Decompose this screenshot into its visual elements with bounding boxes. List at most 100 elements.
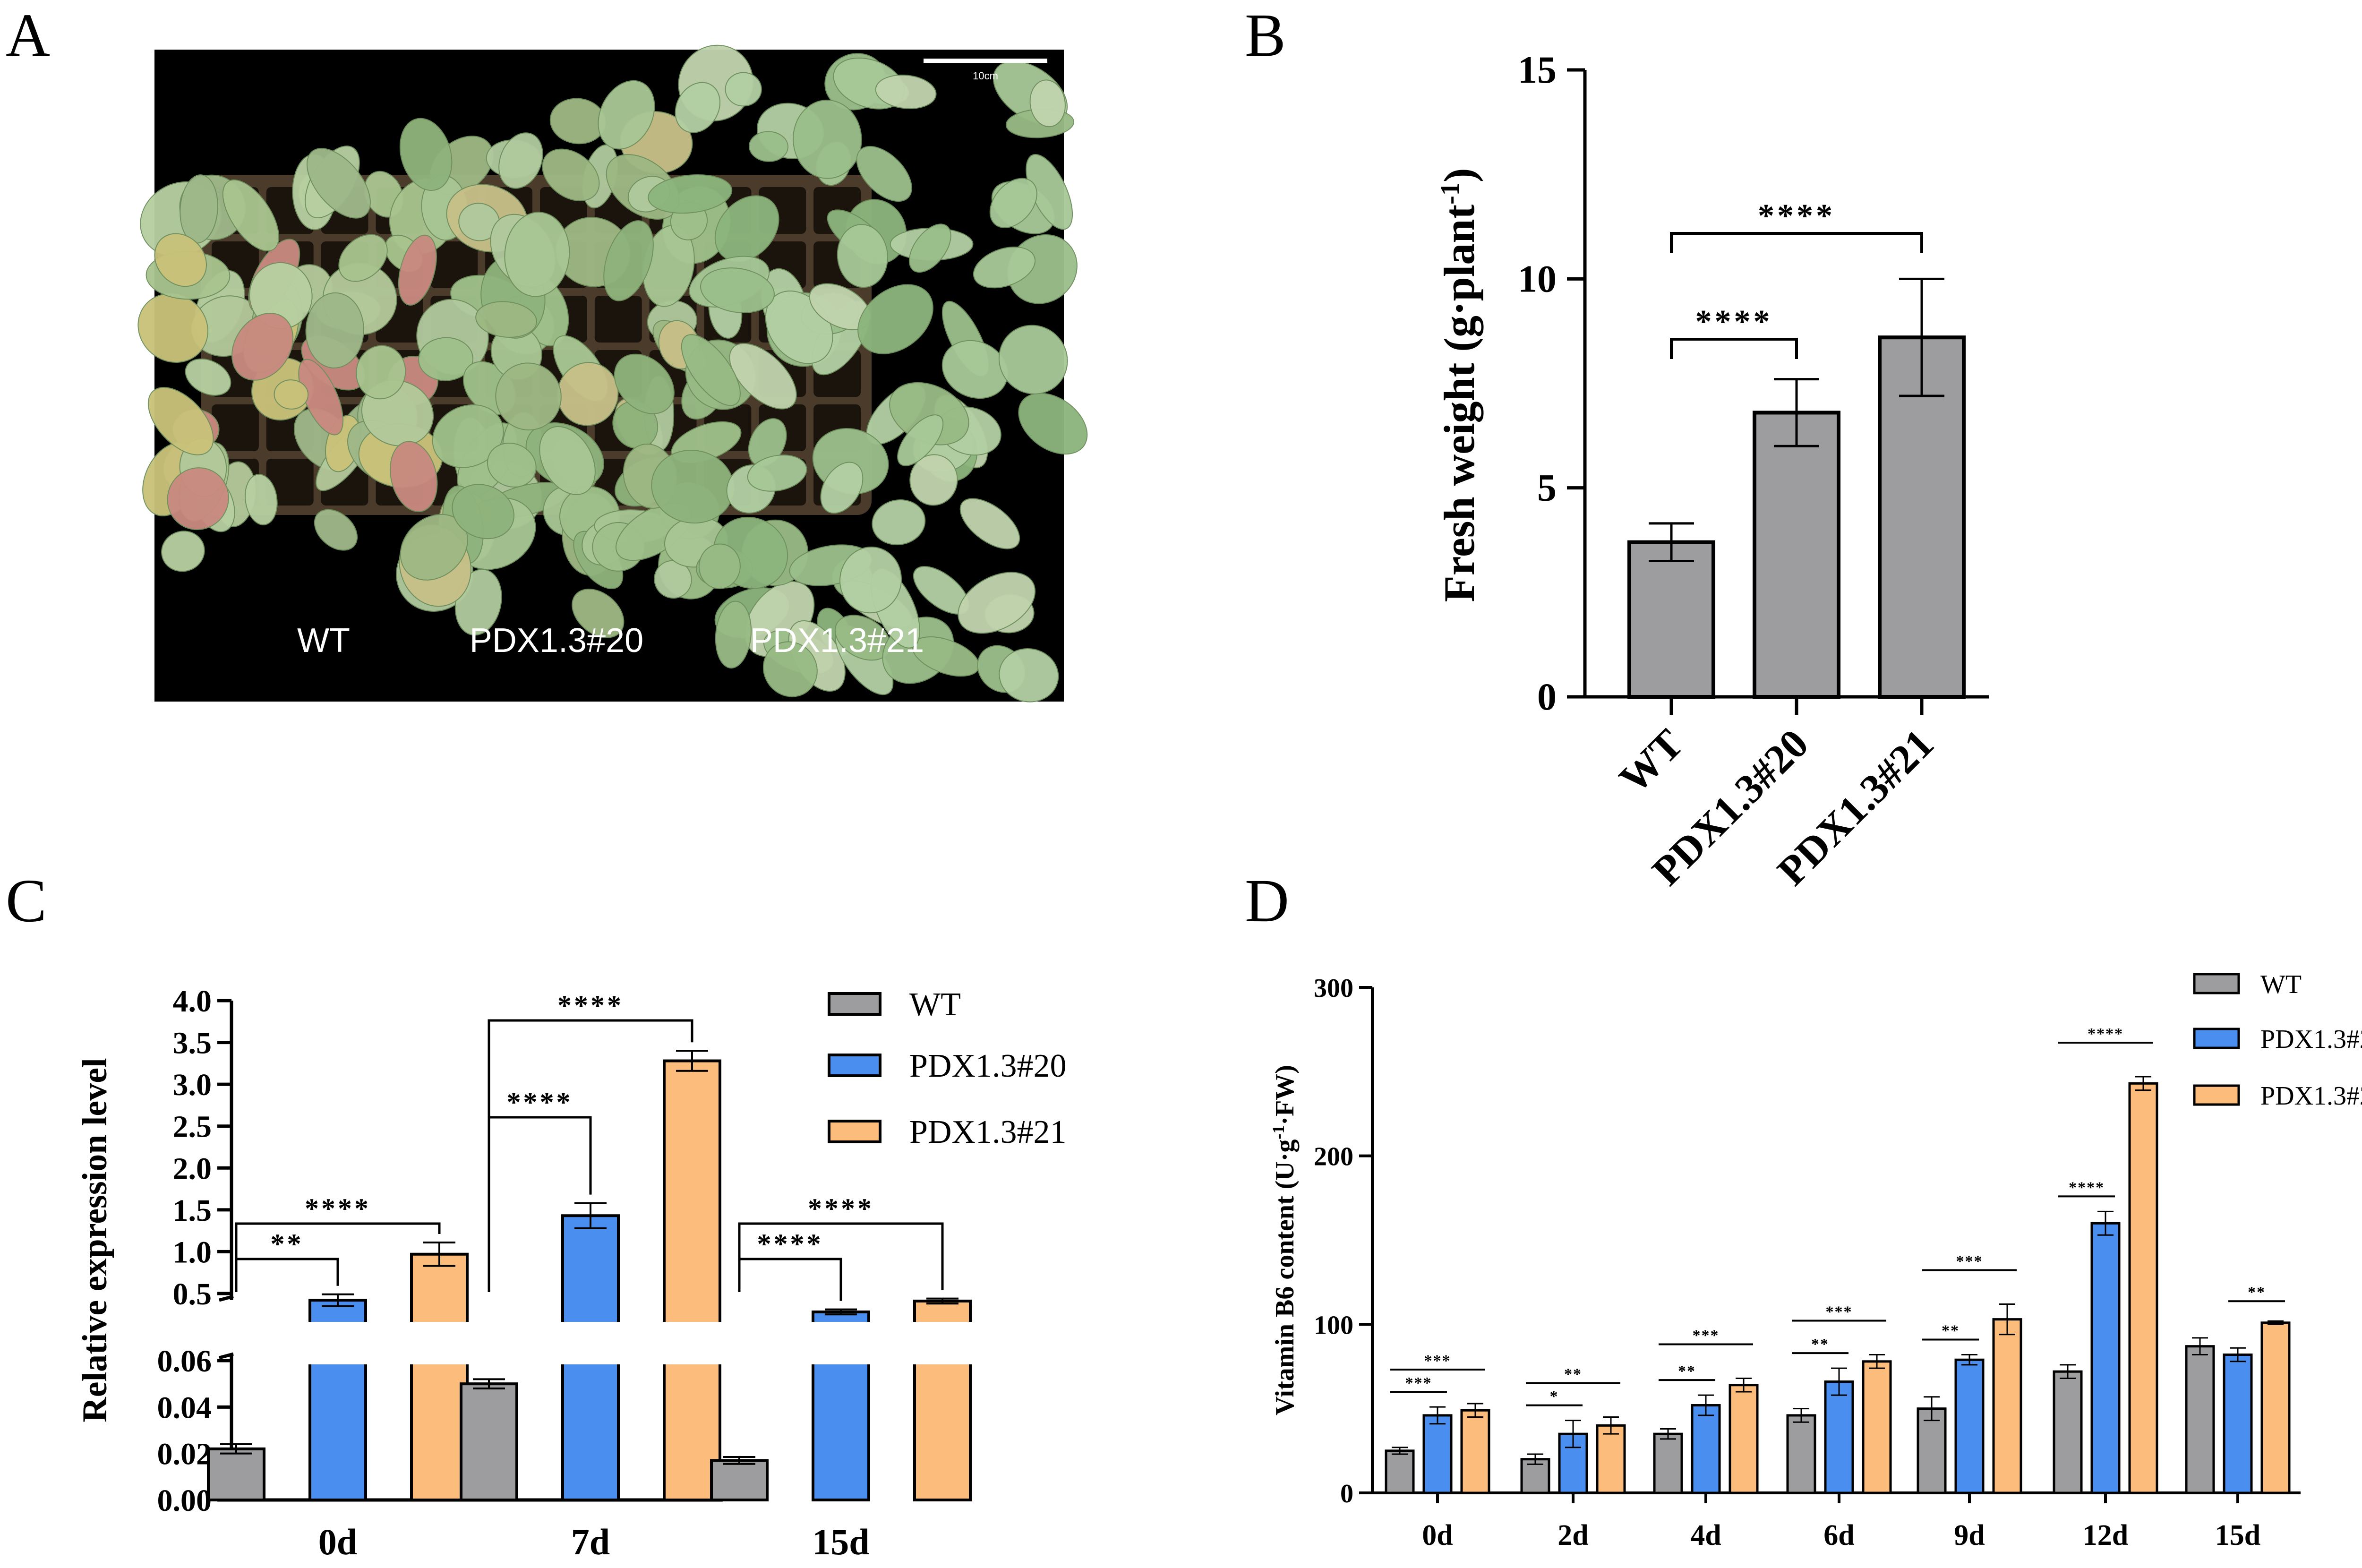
significance-label: ***	[1693, 1327, 1720, 1344]
photo-label-pdx21: PDX1.3#21	[750, 622, 924, 660]
tray-cell	[212, 404, 259, 451]
significance-label: ****	[1758, 198, 1835, 234]
leaf	[298, 359, 344, 436]
axis-break-gap	[810, 1322, 872, 1364]
leaf	[973, 246, 1036, 289]
leaf	[648, 174, 733, 214]
chart-fresh-weight: 051015WTPDX1.3#20PDX1.3#21********Fresh …	[1435, 48, 1989, 894]
y-axis-title-main: Fresh weight (g·plant	[1435, 204, 1483, 602]
significance-label: ****	[757, 1228, 823, 1260]
photo-label-pdx20: PDX1.3#20	[470, 622, 643, 660]
y-tick-label: 0	[1537, 675, 1557, 718]
bar	[1729, 1384, 1759, 1494]
leaf	[398, 234, 437, 306]
axis-break-mark	[219, 1352, 234, 1360]
bar	[1460, 1409, 1490, 1494]
y-tick-label: 0.5	[173, 1277, 212, 1311]
leaf	[747, 454, 807, 492]
legend-label: WT	[909, 986, 961, 1023]
bar	[1691, 1404, 1721, 1494]
leaf	[908, 223, 951, 273]
y-axis-title-end: )	[1435, 168, 1483, 183]
leaf	[872, 499, 926, 546]
significance-label: ****	[557, 990, 624, 1021]
leaf	[839, 546, 902, 614]
y-axis-title: Fresh weight (g·plant-1)	[1435, 168, 1483, 602]
y-axis-title-end: ·FW)	[1270, 1065, 1300, 1125]
significance-label: **	[1811, 1336, 1829, 1353]
axis-break-gap	[409, 1322, 470, 1364]
y-tick-label: 0.00	[157, 1483, 212, 1518]
leaf	[837, 224, 888, 288]
leaf	[700, 267, 775, 313]
panel-letter-c: C	[6, 867, 47, 935]
significance-label: ****	[2069, 1179, 2105, 1196]
leaf	[714, 195, 779, 262]
bar	[2090, 1222, 2121, 1494]
leaf	[306, 148, 371, 219]
leaf	[856, 146, 912, 202]
y-tick-label: 200	[1314, 1142, 1353, 1172]
leaf	[314, 509, 358, 551]
significance-label: **	[2248, 1284, 2266, 1301]
leaf	[487, 442, 537, 488]
leaf	[820, 462, 864, 514]
bar	[2185, 1345, 2215, 1494]
leaf	[539, 426, 596, 495]
legend-swatch	[828, 1054, 881, 1077]
leaf	[432, 404, 504, 468]
leaf	[762, 641, 818, 697]
leaf	[399, 118, 453, 191]
leaf	[495, 362, 562, 431]
significance-label: ****	[1695, 304, 1773, 340]
significance-label: **	[1678, 1362, 1696, 1380]
x-tick-label: 6d	[1823, 1519, 1854, 1551]
bar	[1422, 1414, 1453, 1494]
leaf	[245, 474, 278, 525]
legend-label: PDX1.3#20	[2260, 1025, 2362, 1054]
legend-label: PDX1.3#21	[909, 1114, 1067, 1150]
leaf	[231, 313, 294, 381]
x-tick-label: 2d	[1558, 1519, 1588, 1551]
scale-bar	[924, 59, 1047, 63]
y-tick-label: 0.06	[157, 1344, 212, 1379]
x-tick-label: 15d	[2215, 1519, 2260, 1551]
leaf	[998, 325, 1068, 394]
x-tick-label: 7d	[571, 1521, 610, 1562]
y-tick-label: 5	[1537, 466, 1557, 509]
legend-label: PDX1.3#20	[909, 1048, 1067, 1084]
leaf	[897, 414, 944, 466]
y-tick-label: 10	[1518, 257, 1557, 300]
legend-label: PDX1.3#21	[2260, 1081, 2362, 1111]
leaf	[161, 531, 205, 572]
y-axis-title-sup: -1	[1269, 1125, 1288, 1140]
leaf	[1018, 393, 1088, 455]
significance-label: ****	[305, 1193, 371, 1224]
bar	[663, 1059, 721, 1502]
leaf	[603, 220, 654, 301]
bar	[1917, 1407, 1947, 1494]
legend-swatch	[2193, 973, 2240, 994]
leaf	[137, 293, 209, 363]
legend-swatch	[828, 1120, 881, 1143]
bar	[2128, 1082, 2158, 1494]
leaf	[941, 340, 1008, 399]
bar	[1753, 411, 1840, 699]
leaf	[698, 543, 741, 590]
y-tick-label: 0.02	[157, 1437, 212, 1472]
leaf	[999, 648, 1059, 703]
significance-bracket	[1670, 338, 1798, 359]
bar	[1878, 335, 1966, 699]
significance-bracket	[235, 1258, 339, 1292]
legend-swatch	[828, 992, 881, 1016]
leaf	[598, 80, 655, 150]
y-tick-label: 2.0	[173, 1151, 212, 1186]
y-axis-title-sup: -1	[1436, 182, 1465, 205]
significance-bracket	[1670, 232, 1923, 253]
leaf	[147, 387, 214, 455]
bar	[710, 1459, 769, 1502]
x-tick-label: 4d	[1690, 1519, 1721, 1551]
bar	[1653, 1432, 1683, 1494]
bar	[1786, 1414, 1816, 1494]
